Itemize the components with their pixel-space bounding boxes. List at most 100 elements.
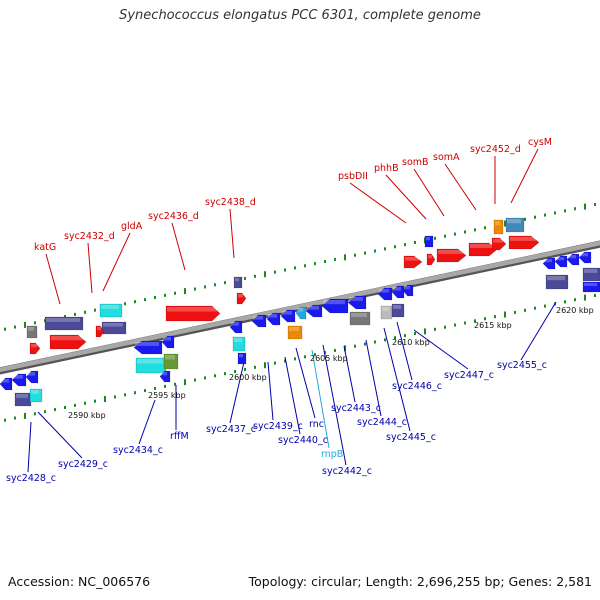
gene-feature[interactable] [391,285,405,299]
gene-feature[interactable] [236,292,247,305]
gene-feature[interactable] [578,251,592,264]
gene-feature[interactable] [391,303,405,318]
gene-label-bottom[interactable]: syc2440_c [278,435,328,446]
gene-feature[interactable] [237,352,247,365]
gene-label-bottom[interactable]: syc2429_c [58,459,108,470]
gene-feature[interactable] [99,303,123,318]
gene-label-top[interactable]: gldA [121,221,143,232]
gene-feature[interactable] [380,305,393,320]
gene-feature[interactable] [505,217,525,233]
gene-label-top[interactable]: somA [433,152,460,163]
tick-mark [544,304,546,308]
gene-feature[interactable] [11,373,27,387]
leader-line [87,242,93,294]
gene-feature[interactable] [251,314,267,328]
gene-label-top[interactable]: katG [34,242,56,253]
leader-line [284,356,301,435]
leader-line [349,182,407,224]
gene-feature-highlight [289,327,299,331]
gene-feature[interactable] [49,334,87,350]
gene-feature-highlight [470,244,494,248]
gene-label-bottom[interactable]: rnc [309,419,324,430]
gene-feature[interactable] [582,281,600,293]
gene-label-bottom[interactable]: rffM [170,431,189,442]
gene-label-top[interactable]: phhB [374,163,399,174]
gene-feature[interactable] [229,320,243,334]
tick-mark [374,340,376,344]
leader-line [138,399,156,445]
gene-feature[interactable] [403,255,423,269]
gene-feature[interactable] [295,306,307,320]
tick-mark [144,298,146,302]
gene-feature[interactable] [468,242,498,257]
gene-label-bottom[interactable]: syc2447_c [444,370,494,381]
gene-label-bottom[interactable]: syc2439_c [253,421,303,432]
gene-feature[interactable] [14,392,32,407]
gene-feature[interactable] [161,335,175,349]
tick-mark [184,379,186,386]
gene-feature[interactable] [377,287,393,301]
tick-mark [4,418,6,422]
gene-label-bottom[interactable]: syc2443_c [331,403,381,414]
gene-feature[interactable] [280,309,296,323]
gene-feature-highlight [580,253,588,257]
gene-feature[interactable] [44,316,84,331]
gene-feature[interactable] [508,235,540,250]
gene-label-top[interactable]: somB [402,157,429,168]
gene-feature[interactable] [163,353,179,370]
tick-mark [354,253,356,257]
gene-feature[interactable] [287,325,303,340]
gene-feature[interactable] [0,377,13,391]
gene-feature[interactable] [133,340,163,355]
gene-label-bottom[interactable]: syc2444_c [357,417,407,428]
gene-label-bottom[interactable]: syc2455_c [497,360,547,371]
gene-feature[interactable] [349,311,371,326]
gene-label-top[interactable]: syc2436_d [148,211,199,222]
gene-label-bottom[interactable]: syc2434_c [113,445,163,456]
gene-feature[interactable] [402,284,414,297]
gene-feature[interactable] [436,248,467,263]
gene-label-top[interactable]: psbDII [338,171,368,182]
tick-mark [224,372,226,376]
gene-feature[interactable] [26,325,38,339]
gene-feature[interactable] [25,370,39,384]
gene-feature[interactable] [29,388,43,403]
gene-feature[interactable] [566,253,580,266]
gene-label-bottom[interactable]: syc2442_c [322,466,372,477]
gene-label-top[interactable]: syc2438_d [205,197,256,208]
gene-label-bottom[interactable]: syc2428_c [6,473,56,484]
gene-feature[interactable] [95,325,105,338]
gene-label-bottom[interactable]: syc2445_c [386,432,436,443]
tick-mark [594,293,596,297]
gene-feature[interactable] [493,219,504,235]
gene-feature-highlight [307,306,319,310]
gene-feature[interactable] [29,342,41,355]
gene-feature[interactable] [554,255,568,268]
gene-label-top[interactable]: syc2432_d [64,231,115,242]
tick-mark [504,220,506,227]
gene-features [0,217,600,407]
gene-feature[interactable] [305,304,323,318]
scale-label: 2590 kbp [68,411,106,420]
gene-feature[interactable] [582,267,600,282]
gene-feature[interactable] [232,336,246,352]
gene-label-bottom[interactable]: syc2446_c [392,381,442,392]
gene-label-top[interactable]: syc2452_d [470,144,521,155]
gene-feature[interactable] [321,298,349,314]
gene-feature[interactable] [266,312,281,326]
gene-feature[interactable] [424,235,434,248]
gene-label-bottom[interactable]: syc2437_c [206,424,256,435]
tick-mark [94,399,96,403]
gene-feature[interactable] [165,305,221,322]
gene-feature[interactable] [159,370,171,383]
gene-feature[interactable] [491,237,507,251]
tick-mark [394,336,396,340]
gene-feature[interactable] [545,274,569,290]
gene-label-top[interactable]: cysM [528,137,552,148]
gene-feature[interactable] [233,276,243,289]
gene-feature[interactable] [426,253,436,266]
gene-feature[interactable] [542,257,556,270]
gene-feature[interactable] [347,295,367,310]
gene-label-bottom[interactable]: rnpB [321,449,343,460]
leader-line [520,301,557,361]
